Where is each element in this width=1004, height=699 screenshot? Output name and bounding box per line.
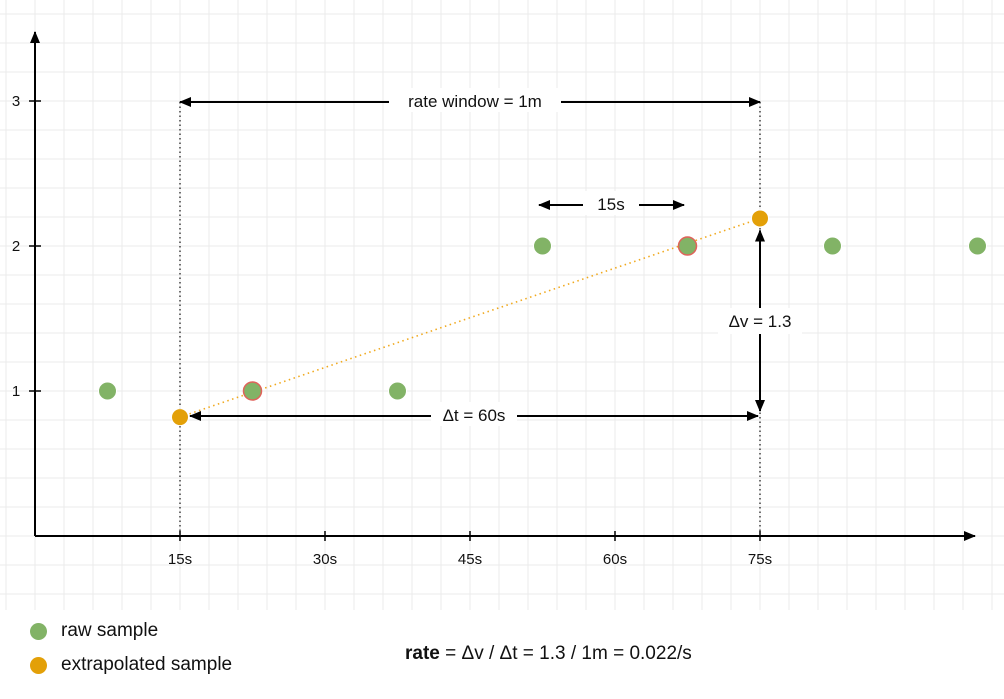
delta-t-label-bg xyxy=(431,402,517,426)
axes: 15s 30s 45s 60s 75s 1 2 3 xyxy=(12,31,976,568)
extrapolated-sample-point xyxy=(751,209,769,228)
x-tick-label: 75s xyxy=(748,551,772,568)
delta-v-label: Δv = 1.3 xyxy=(729,312,792,331)
rate-window-label: rate window = 1m xyxy=(408,92,542,111)
y-tick-label: 3 xyxy=(12,93,20,110)
y-tick-label: 1 xyxy=(12,383,20,400)
interval-label: 15s xyxy=(597,195,624,214)
y-tick-label: 2 xyxy=(12,238,20,255)
delta-v-label-bg xyxy=(718,308,802,334)
raw-sample-point xyxy=(823,236,842,256)
legend-label-extrapolated: extrapolated sample xyxy=(61,654,233,675)
raw-sample-point xyxy=(388,381,407,401)
raw-sample-point xyxy=(968,236,987,256)
legend-item-extrapolated: extrapolated sample xyxy=(30,648,232,682)
legend-label-raw: raw sample xyxy=(61,620,159,641)
formula-expression: = Δv / Δt = 1.3 / 1m = 0.022/s xyxy=(439,643,692,664)
rate-window-label-bg xyxy=(389,88,561,112)
formula-keyword: rate xyxy=(405,643,440,664)
extrapolated-sample-swatch xyxy=(30,656,47,674)
raw-sample-point xyxy=(533,236,552,256)
legend: raw sample extrapolated sample xyxy=(30,614,232,682)
raw-sample-point-in-window xyxy=(677,236,698,256)
delta-t-label: Δt = 60s xyxy=(443,406,506,425)
extrapolation-line xyxy=(179,217,761,418)
extrapolated-sample-point xyxy=(171,408,189,427)
x-tick-label: 15s xyxy=(168,551,192,568)
rate-formula: rate = Δv / Δt = 1.3 / 1m = 0.022/s xyxy=(405,643,692,665)
x-tick-label: 45s xyxy=(458,551,482,568)
raw-sample-point xyxy=(98,381,117,401)
raw-sample-point-in-window xyxy=(242,381,263,401)
raw-sample-swatch xyxy=(30,622,47,640)
data-points xyxy=(98,209,987,427)
interval-label-bg xyxy=(583,191,639,215)
x-tick-label: 30s xyxy=(313,551,337,568)
diagram-canvas: 15s 30s 45s 60s 75s 1 2 3 rate window = 1m 15s Δv… xyxy=(0,0,1004,610)
annotations: rate window = 1m 15s Δv = 1.3 Δt = 60s xyxy=(179,88,802,426)
legend-item-raw: raw sample xyxy=(30,614,232,648)
x-tick-label: 60s xyxy=(603,551,627,568)
